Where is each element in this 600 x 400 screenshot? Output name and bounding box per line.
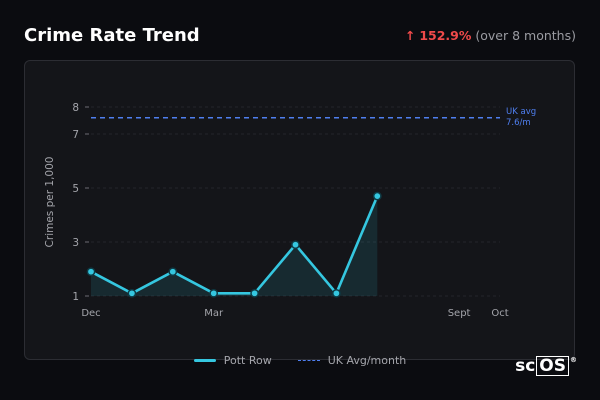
legend-swatch-solid [193, 359, 216, 362]
series-area [91, 196, 378, 296]
x-tick-label: Oct [491, 308, 508, 319]
data-point [291, 240, 300, 250]
brand-boxed: OS [536, 356, 569, 376]
y-axis: 1 3 5 7 8 [72, 102, 89, 303]
y-tick-label: 7 [72, 129, 79, 141]
data-point [168, 267, 178, 277]
legend-label: UK Avg/month [327, 354, 407, 367]
data-point [209, 288, 219, 298]
legend-item-uk-avg[interactable]: UK Avg/month [297, 354, 407, 367]
series-line [89, 194, 379, 295]
chart-panel [24, 60, 575, 360]
brand-prefix: sc [515, 356, 536, 376]
trend-up-icon: ↑ [404, 28, 416, 43]
legend-item-pott-row[interactable]: Pott Row [193, 354, 272, 367]
brand-logo: sc OS ® [515, 356, 577, 376]
reference-value: 7.6/m [506, 118, 531, 128]
chart-title: Crime Rate Trend [24, 25, 200, 46]
legend: Pott Row UK Avg/month [0, 354, 600, 367]
x-tick-label: Mar [204, 308, 224, 319]
data-point [372, 191, 382, 201]
data-point [127, 288, 137, 298]
reference-label: UK avg [506, 107, 536, 117]
x-tick-label: Dec [81, 308, 100, 319]
x-tick-label: Sept [448, 308, 471, 319]
y-tick-label: 3 [72, 237, 79, 249]
y-axis-label: Crimes per 1,000 [44, 157, 56, 248]
data-point [250, 288, 259, 298]
change-indicator: ↑ 152.9% (over 8 months) [405, 28, 576, 43]
data-point [332, 288, 341, 298]
y-tick-label: 8 [72, 102, 79, 114]
legend-swatch-dashed [297, 360, 320, 361]
change-period: (over 8 months) [475, 28, 576, 43]
change-percent: 152.9% [419, 28, 472, 43]
x-axis: Dec Mar Sept Oct [81, 308, 508, 319]
y-tick-label: 5 [72, 183, 79, 195]
y-tick-label: 1 [72, 291, 79, 303]
legend-label: Pott Row [223, 354, 272, 367]
data-point [86, 267, 96, 277]
series [86, 191, 382, 298]
brand-reg: ® [570, 356, 577, 364]
